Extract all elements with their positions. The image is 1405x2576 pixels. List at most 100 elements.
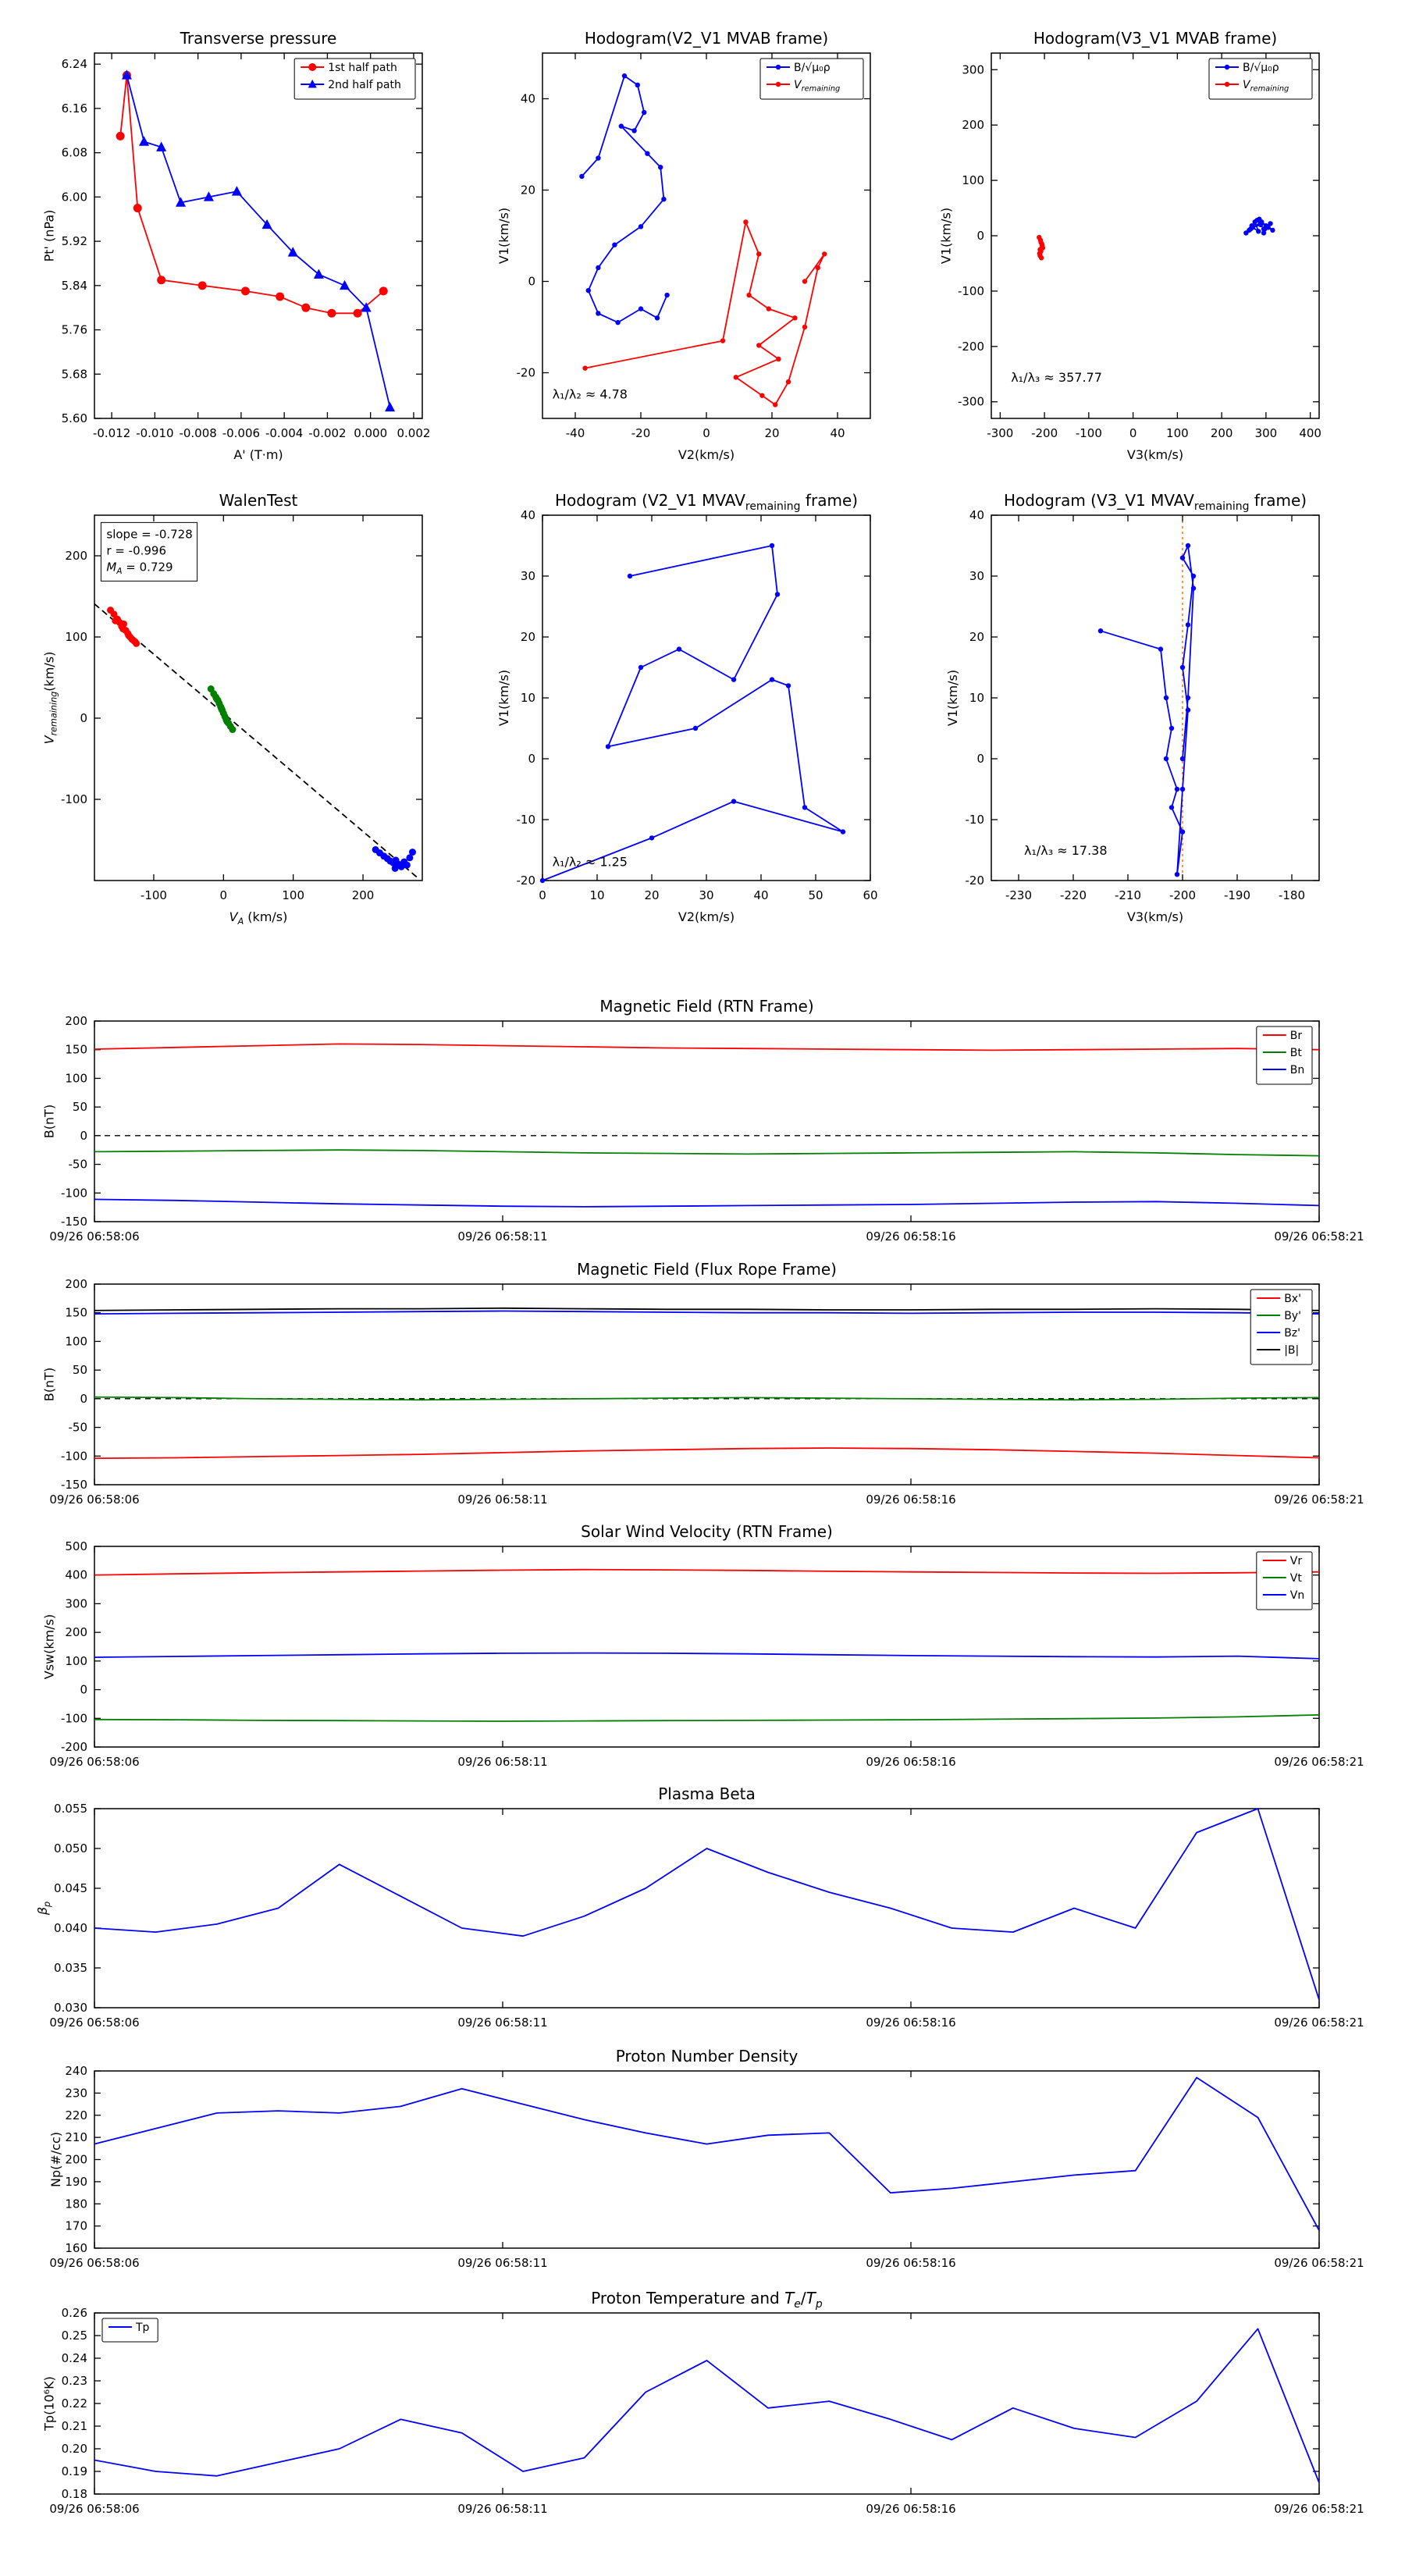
y-axis-label: βp	[35, 1902, 52, 1916]
marker-dot	[1270, 227, 1275, 233]
y-tick-label: -20	[517, 873, 536, 888]
y-axis-label: Vsw(km/s)	[42, 1614, 57, 1679]
marker-triangle	[287, 247, 298, 257]
y-tick-label: 50	[73, 1100, 87, 1114]
y-tick-label: 0.035	[54, 1961, 87, 1975]
x-axis-label: V3(km/s)	[1127, 909, 1183, 924]
x-tick-label: -200	[1169, 888, 1196, 902]
chart-title: Hodogram(V3_V1 MVAB frame)	[1033, 29, 1277, 48]
legend-label: Vremaining	[1243, 79, 1289, 94]
x-tick-label: 30	[699, 888, 713, 902]
marker-dot	[119, 625, 127, 633]
marker-dot	[133, 639, 140, 647]
chart-transverse-pressure: -0.012 -0.010 -0.008 -0.006 -0.004 -0.002 0.00…	[42, 29, 431, 462]
y-tick-label: 0.19	[62, 2464, 87, 2478]
x-tick-label: 0	[702, 426, 710, 440]
y-axis-label: B(nT)	[42, 1368, 57, 1401]
y-tick-label: 6.16	[62, 101, 87, 116]
marker-dot	[1265, 225, 1271, 230]
marker-dot	[815, 265, 821, 271]
legend: Br Bt Bn	[1256, 1026, 1313, 1085]
x-axis-label: V2(km/s)	[678, 447, 735, 462]
marker-dot	[1185, 707, 1191, 713]
marker-circle	[197, 281, 207, 290]
marker-dot	[1168, 805, 1175, 810]
y-tick-label: 170	[65, 2219, 87, 2233]
chart-title: Magnetic Field (Flux Rope Frame)	[577, 1260, 837, 1279]
annotation-box	[100, 521, 198, 582]
x-tick-label: 0.002	[397, 426, 430, 440]
x-tick-label: -0.008	[179, 426, 216, 440]
marker-dot	[579, 173, 585, 180]
y-tick-label: -200	[958, 340, 984, 354]
x-tick-label: -0.002	[308, 426, 346, 440]
y-tick-label: -20	[517, 366, 536, 380]
series-Bx'	[94, 1447, 1320, 1460]
marker-dot	[654, 315, 660, 321]
marker-dot	[615, 319, 621, 326]
marker-dot	[692, 725, 699, 731]
x-tick-label: 09/26 06:58:21	[1274, 2256, 1364, 2270]
marker-dot	[539, 877, 546, 884]
marker-dot	[1163, 756, 1169, 762]
marker-dot	[1037, 237, 1044, 243]
marker-triangle	[261, 219, 272, 229]
legend-label: Bt	[1290, 1047, 1303, 1059]
legend-label: Bz'	[1284, 1327, 1300, 1340]
marker-dot	[1256, 229, 1261, 234]
y-tick-label: 230	[65, 2086, 87, 2100]
series-|B|	[94, 1307, 1320, 1311]
x-tick-label: -100	[140, 888, 167, 902]
legend-label: Vn	[1290, 1589, 1304, 1602]
x-tick-label: -20	[631, 426, 651, 440]
x-tick-label: 40	[753, 888, 768, 902]
x-tick-label: -230	[1005, 888, 1032, 902]
marker-dot	[649, 835, 655, 841]
y-tick-label: 500	[65, 1539, 87, 1553]
legend-box	[1250, 1289, 1313, 1365]
y-tick-label: 210	[65, 2130, 87, 2144]
y-tick-label: 220	[65, 2108, 87, 2122]
marker-dot	[756, 251, 762, 257]
y-tick-label: 0.050	[54, 1841, 87, 1856]
chart-title: Proton Number Density	[616, 2047, 799, 2065]
annotation: λ₁/λ₃ ≈ 357.77	[1011, 370, 1102, 385]
marker-dot	[776, 356, 781, 362]
y-tick-label: -200	[61, 1740, 87, 1754]
marker-dot	[720, 338, 726, 343]
x-tick-label: 400	[1299, 426, 1321, 440]
series-Tp	[94, 2328, 1320, 2483]
y-tick-label: 300	[962, 62, 984, 76]
y-tick-label: 100	[65, 1334, 87, 1348]
annotation-line: r = -0.996	[106, 543, 166, 557]
marker-dot	[769, 543, 775, 549]
marker-dot	[1179, 786, 1186, 792]
marker-dot	[802, 324, 808, 330]
x-tick-label: 40	[830, 426, 845, 440]
y-tick-label: 200	[65, 549, 87, 563]
y-tick-label: 200	[65, 1014, 87, 1028]
legend-label: 1st half path	[328, 62, 397, 74]
y-tick-label: 160	[65, 2241, 87, 2255]
x-tick-label: 09/26 06:58:11	[457, 2256, 547, 2270]
y-tick-label: -100	[61, 1449, 87, 1463]
marker-dot	[1174, 872, 1180, 877]
marker-circle	[116, 131, 125, 141]
x-tick-label: 60	[863, 888, 877, 902]
marker-dot	[773, 402, 778, 407]
marker-dot	[1224, 81, 1230, 87]
marker-dot	[1163, 695, 1169, 701]
marker-dot	[585, 288, 591, 294]
y-tick-label: 0	[80, 1129, 87, 1143]
y-tick-label: 40	[521, 92, 535, 106]
x-tick-label: 100	[282, 888, 304, 902]
x-tick-label: -40	[566, 426, 585, 440]
y-axis-label: Np(#/cc)	[48, 2132, 63, 2187]
marker-dot	[731, 799, 737, 804]
x-axis-label: VA (km/s)	[229, 909, 288, 927]
x-tick-label: 20	[764, 426, 779, 440]
marker-triangle	[156, 141, 167, 151]
marker-dot	[1038, 248, 1044, 254]
marker-dot	[223, 717, 231, 725]
